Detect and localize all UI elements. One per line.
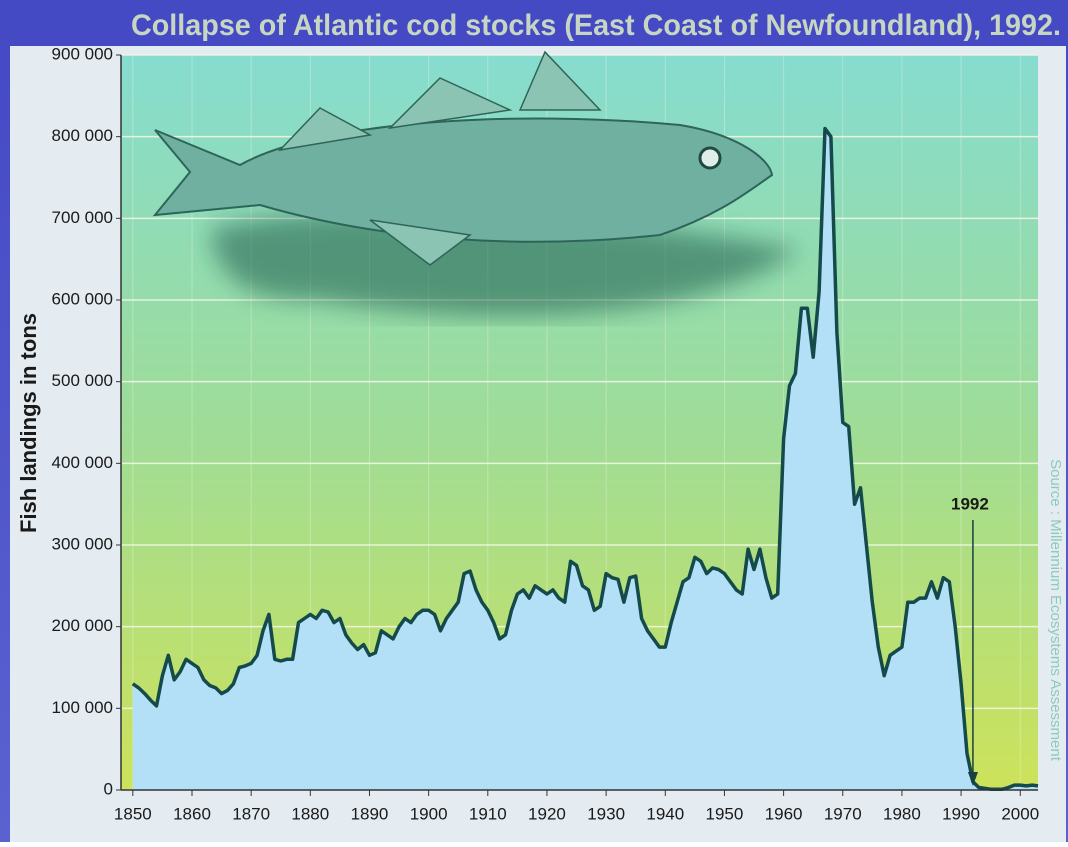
annotation-arrowhead (967, 772, 978, 786)
chart-title: Collapse of Atlantic cod stocks (East Co… (131, 9, 1061, 42)
y-tick-label: 200 000 (52, 616, 113, 635)
x-tick-label: 1970 (824, 804, 862, 823)
x-tick-label: 1900 (410, 804, 448, 823)
y-tick-label: 500 000 (52, 371, 113, 390)
x-tick-label: 1960 (765, 804, 803, 823)
x-tick-label: 1850 (114, 804, 152, 823)
y-tick-label: 300 000 (52, 534, 113, 553)
x-tick-label: 1870 (232, 804, 270, 823)
x-tick-label: 1940 (646, 804, 684, 823)
y-tick-label: 100 000 (52, 698, 113, 717)
x-tick-label: 1890 (351, 804, 389, 823)
x-tick-label: 1920 (528, 804, 566, 823)
x-tick-label: 1880 (291, 804, 329, 823)
line (131, 126, 1039, 791)
x-tick-label: 1990 (942, 804, 980, 823)
x-tick-label: 1950 (706, 804, 744, 823)
x-tick-label: 1910 (469, 804, 507, 823)
fish-shadow (210, 212, 800, 316)
source-note: Source : Millennium Ecosystems Assessmen… (1047, 459, 1064, 762)
x-tick-label: 1930 (587, 804, 625, 823)
x-tick-label: 2000 (1001, 804, 1039, 823)
fish-fins (277, 50, 602, 266)
annotation-label: 1992 (951, 494, 989, 513)
y-tick-label: 800 000 (52, 126, 113, 145)
y-tick-label: 700 000 (52, 208, 113, 227)
y-tick-label: 900 000 (52, 44, 113, 63)
area (132, 128, 1039, 790)
x-tick-label: 1980 (883, 804, 921, 823)
fish-eye (698, 146, 722, 170)
fish-illustration (152, 50, 800, 316)
y-tick-label: 400 000 (52, 453, 113, 472)
y-axis-label: Fish landings in tons (16, 313, 41, 533)
y-tick-label: 0 (104, 779, 113, 798)
x-tick-label: 1860 (173, 804, 211, 823)
y-tick-label: 600 000 (52, 289, 113, 308)
